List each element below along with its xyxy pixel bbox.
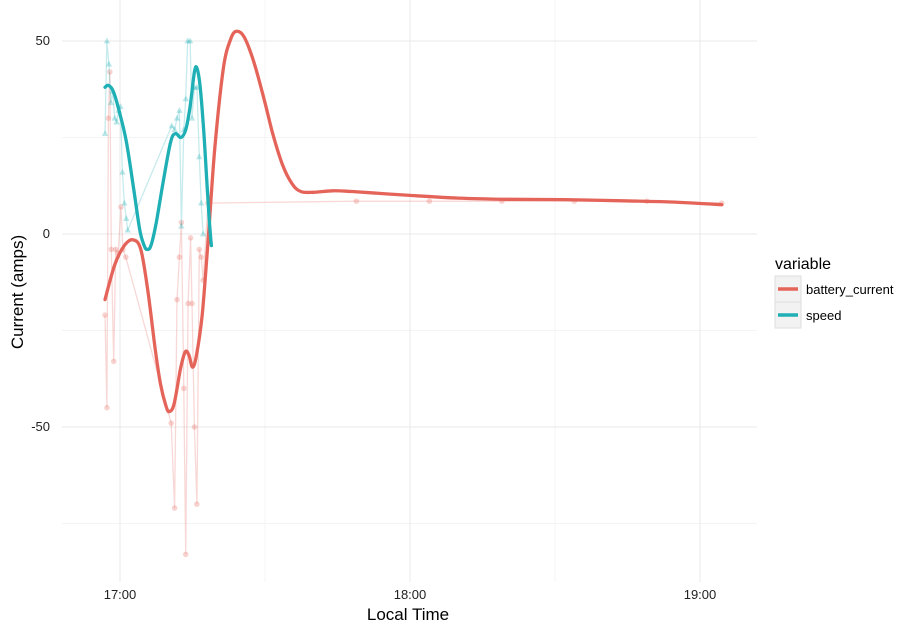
raw-point-battery-current — [185, 300, 191, 307]
raw-point-speed — [111, 114, 118, 121]
raw-point-speed — [171, 126, 178, 133]
raw-point-speed — [182, 95, 189, 102]
raw-point-speed — [101, 130, 109, 137]
raw-point-battery-current — [194, 501, 200, 508]
y-axis-title: Current (amps) — [8, 235, 27, 349]
raw-point-speed — [188, 114, 196, 121]
raw-point-battery-current — [102, 312, 108, 318]
legend: variable battery_current speed — [774, 256, 894, 329]
x-axis-ticks: 17:00 18:00 19:00 — [104, 587, 717, 602]
legend-label-speed: speed — [806, 308, 841, 323]
raw-point-speed — [178, 222, 185, 229]
x-tick-label: 19:00 — [684, 587, 717, 602]
raw-point-speed — [168, 122, 175, 129]
raw-point-speed — [173, 114, 181, 121]
raw-point-battery-current — [191, 424, 198, 430]
x-tick-label: 18:00 — [394, 587, 427, 602]
raw-series-layer — [101, 37, 725, 558]
legend-item-battery-current: battery_current — [774, 275, 894, 303]
raw-point-battery-current — [104, 404, 110, 411]
raw-point-battery-current — [123, 254, 129, 260]
smooth-line-speed — [103, 65, 214, 252]
raw-point-battery-current — [426, 198, 433, 204]
raw-point-battery-current — [168, 420, 175, 426]
raw-point-speed — [199, 230, 207, 237]
raw-point-battery-current — [112, 246, 119, 253]
raw-point-battery-current — [176, 254, 183, 260]
raw-point-speed — [119, 168, 126, 175]
x-tick-label: 17:00 — [104, 587, 137, 602]
raw-point-battery-current — [110, 358, 117, 365]
y-axis-ticks: 50 0 -50 — [31, 33, 50, 434]
legend-item-speed: speed — [774, 301, 841, 329]
raw-point-speed — [184, 37, 191, 44]
raw-point-battery-current — [178, 219, 185, 226]
smooth-line-battery-current — [103, 29, 724, 414]
raw-point-battery-current — [174, 296, 180, 303]
x-axis-title: Local Time — [367, 605, 449, 624]
raw-point-battery-current — [118, 204, 124, 210]
raw-point-speed — [105, 60, 113, 67]
raw-point-speed — [124, 226, 131, 233]
y-tick-label: 50 — [36, 33, 50, 48]
raw-point-battery-current — [196, 246, 203, 253]
raw-point-battery-current — [105, 115, 112, 121]
raw-point-speed — [123, 215, 130, 221]
raw-point-speed — [196, 153, 203, 160]
raw-point-battery-current — [108, 246, 115, 253]
raw-line-speed — [104, 40, 204, 235]
raw-point-speed — [107, 99, 115, 106]
raw-point-speed — [113, 118, 120, 125]
legend-label-battery-current: battery_current — [806, 282, 894, 297]
raw-point-speed — [103, 37, 111, 44]
raw-point-speed — [176, 106, 183, 113]
y-tick-label: 0 — [43, 226, 50, 241]
raw-point-battery-current — [181, 385, 187, 392]
raw-point-speed — [198, 199, 205, 206]
smooth-series-layer — [103, 29, 724, 414]
y-tick-label: -50 — [31, 419, 50, 434]
raw-point-battery-current — [189, 300, 195, 307]
raw-point-battery-current — [182, 551, 189, 558]
raw-point-speed — [193, 83, 201, 90]
legend-title: variable — [775, 256, 831, 273]
raw-point-speed — [121, 199, 128, 206]
grid — [62, 0, 757, 582]
raw-point-battery-current — [171, 505, 178, 511]
raw-point-battery-current — [107, 69, 113, 75]
raw-point-battery-current — [353, 198, 360, 204]
raw-point-battery-current — [198, 254, 204, 260]
raw-point-speed — [186, 37, 194, 44]
raw-line-battery-current — [104, 71, 722, 555]
raw-point-battery-current — [187, 235, 194, 241]
